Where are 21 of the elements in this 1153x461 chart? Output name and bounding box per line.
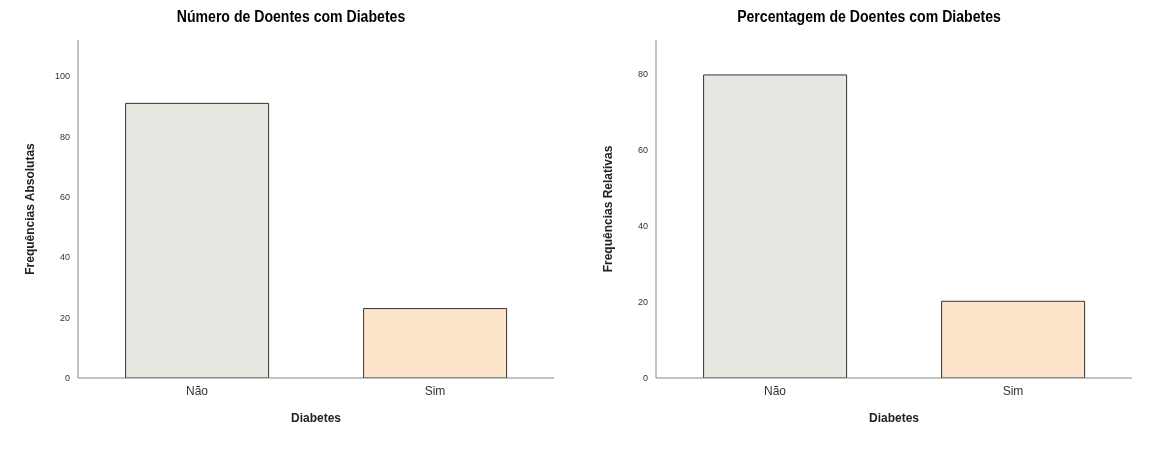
x-axis-title: Diabetes	[868, 411, 920, 425]
chart-title: Número de Doentes com Diabetes	[175, 8, 407, 27]
y-tick-label: 80	[637, 69, 648, 80]
x-axis-title: Diabetes	[290, 411, 342, 425]
x-tick-label: Sim	[1002, 383, 1024, 398]
x-tick-label: Não	[763, 383, 787, 398]
y-tick-label: 80	[59, 131, 70, 142]
y-tick-label: 60	[59, 192, 70, 203]
y-tick-label: 40	[637, 221, 648, 232]
y-axis-title: Frequências Absolutas	[23, 142, 38, 275]
y-tick-label: 20	[637, 297, 648, 308]
y-tick-label: 40	[59, 252, 70, 263]
x-tick-label: Sim	[424, 383, 446, 398]
y-tick-label: 0	[64, 373, 70, 384]
y-tick-label: 100	[54, 71, 70, 82]
y-axis-title: Frequências Relativas	[601, 145, 616, 273]
y-tick-label: 60	[637, 145, 648, 156]
x-tick-label: Não	[185, 383, 209, 398]
chart-title: Percentagem de Doentes com Diabetes	[736, 8, 1002, 27]
y-tick-label: 20	[59, 312, 70, 323]
y-tick-label: 0	[642, 373, 648, 384]
